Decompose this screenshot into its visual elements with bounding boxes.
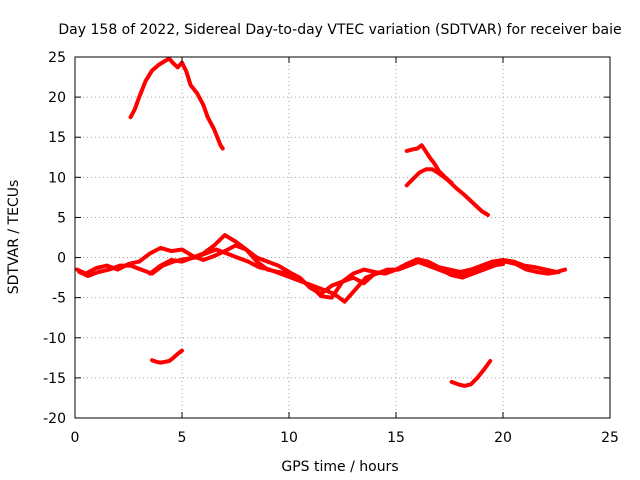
y-tick-label: -5 (52, 291, 66, 307)
y-tick-label: -10 (43, 331, 66, 347)
series-line-arc-low-left (150, 348, 184, 365)
grid (75, 57, 610, 418)
y-tick-label: 25 (48, 50, 66, 66)
series-line-arc-high-left (128, 56, 225, 151)
y-tick-label: 10 (48, 170, 66, 186)
x-tick-label: 25 (601, 430, 619, 446)
x-tick-label: 0 (71, 430, 80, 446)
series-line-arc-low-right (449, 359, 493, 388)
y-tick-label: -15 (43, 371, 66, 387)
plot-frame (74, 56, 611, 419)
ticks: -20 -15 -10 -5 0 5 10 15 20 25 0 5 10 15 20 25 (43, 50, 619, 446)
y-axis-label: SDTVAR / TECUs (6, 180, 22, 295)
chart-title: Day 158 of 2022, Sidereal Day-to-day VTE… (58, 22, 621, 38)
y-tick-label: 0 (57, 251, 66, 267)
y-tick-label: 20 (48, 90, 66, 106)
series-layer (75, 56, 568, 388)
series-line-arc-high-right-a (404, 167, 490, 217)
series-line-arc-high-right-b (404, 143, 454, 185)
y-tick-label: -20 (43, 411, 66, 427)
series-line-near-zero-3 (147, 233, 505, 300)
x-tick-label: 5 (178, 430, 187, 446)
x-tick-label: 20 (494, 430, 512, 446)
y-tick-label: 15 (48, 130, 66, 146)
x-tick-label: 15 (387, 430, 405, 446)
series-line-near-zero-1 (75, 243, 568, 296)
x-tick-label: 10 (280, 430, 298, 446)
x-axis-label: GPS time / hours (281, 459, 398, 475)
y-tick-label: 5 (57, 210, 66, 226)
